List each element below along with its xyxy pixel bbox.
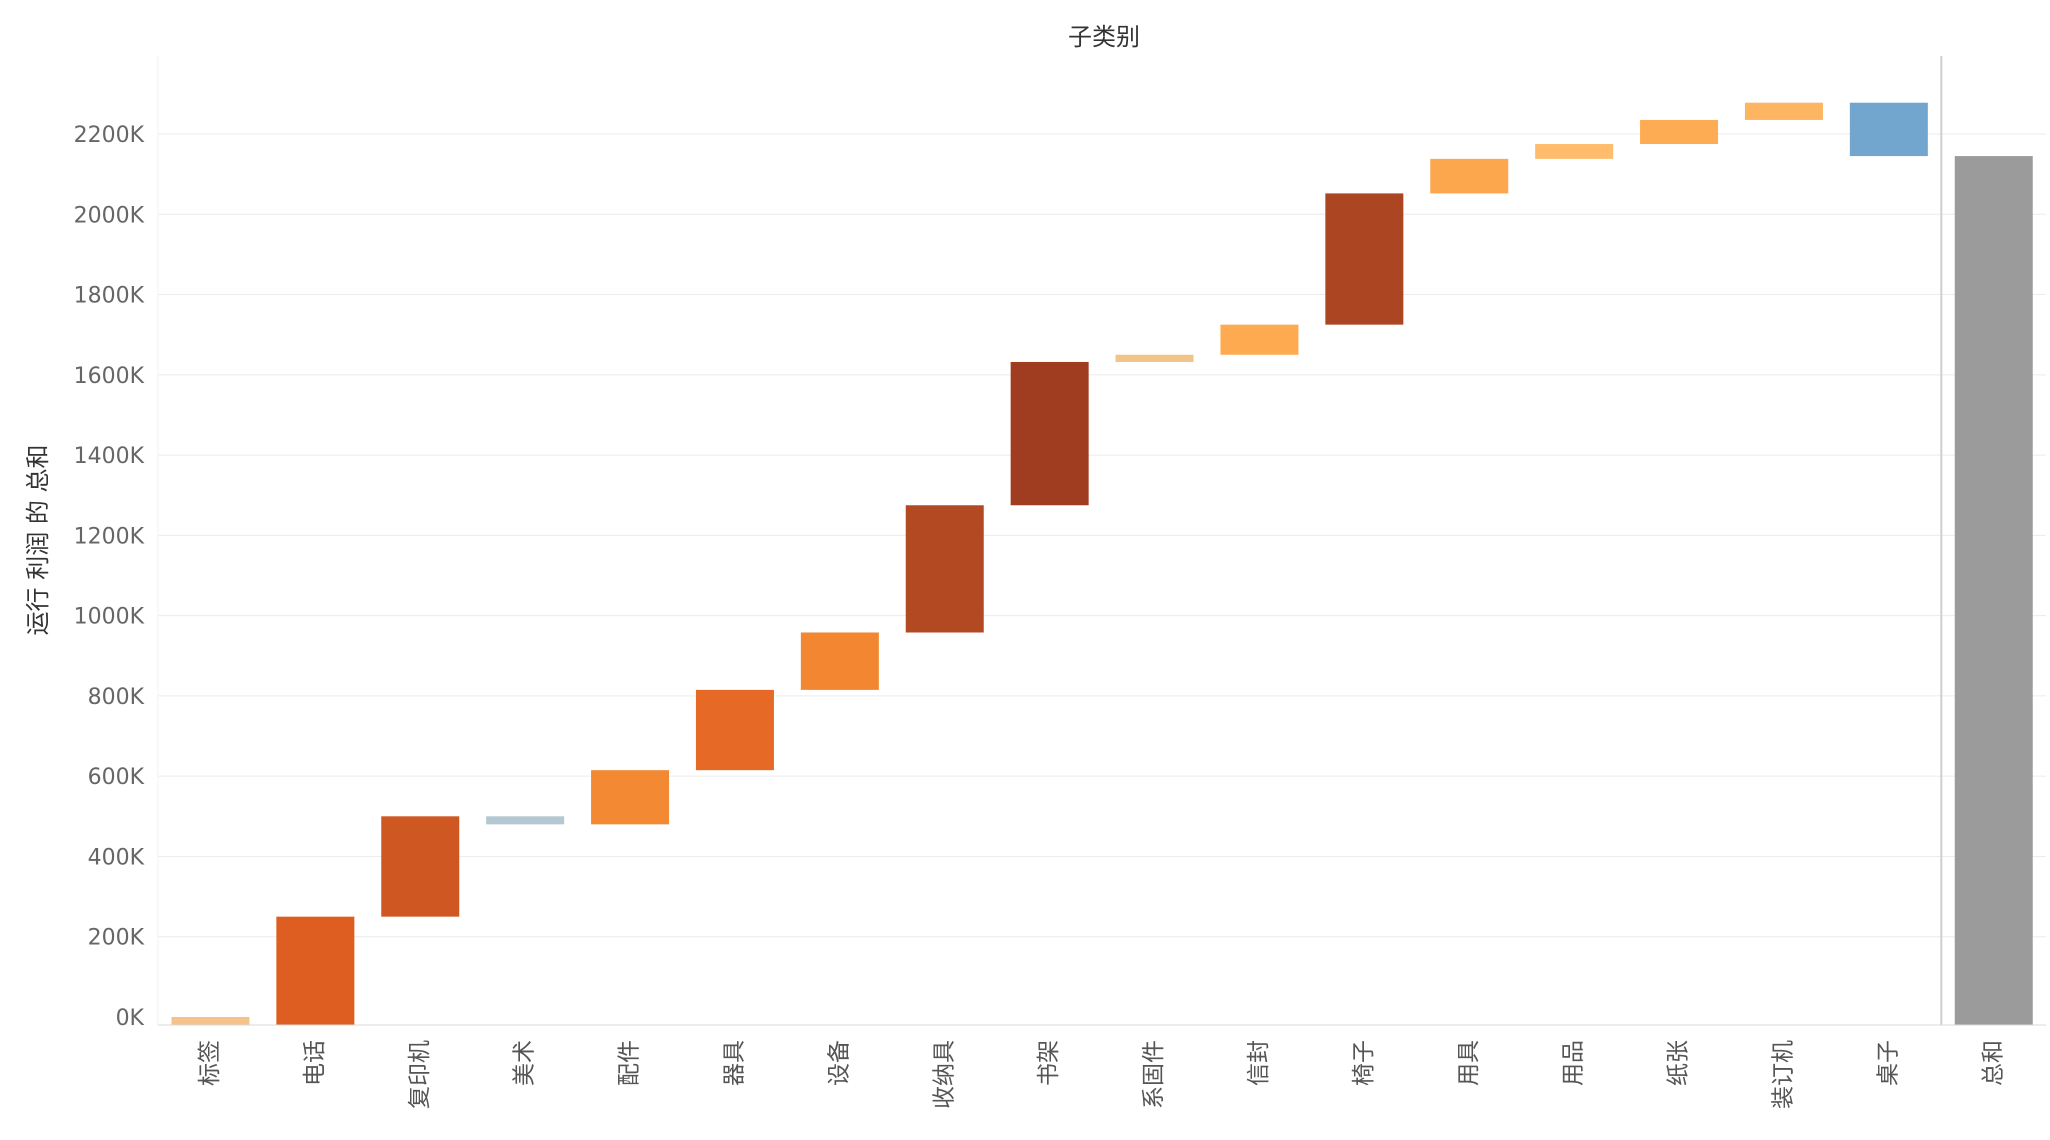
svg-text:信封: 信封 <box>1246 1040 1272 1086</box>
svg-text:电话: 电话 <box>302 1040 328 1086</box>
y-tick-label: 200K <box>88 926 145 951</box>
x-tick-label: 标签 <box>197 1040 223 1086</box>
bars <box>171 102 2033 1026</box>
grid <box>158 133 2046 938</box>
x-tick-label: 桌子 <box>1875 1040 1901 1086</box>
x-axis-labels: 标签 电话 复印机 美术 配件 器具 设备 收纳具 书架 系固件 信封 椅子 用具 用品 纸张 装订机 桌子 总和 <box>197 1040 2006 1109</box>
svg-text:系固件: 系固件 <box>1141 1040 1167 1109</box>
y-tick-label: 0K <box>116 1006 145 1031</box>
bar-step <box>905 505 984 633</box>
y-tick-label: 2200K <box>74 123 145 148</box>
bar-step <box>591 770 670 825</box>
svg-text:美术: 美术 <box>512 1040 538 1086</box>
chart-title: 子类别 <box>1068 23 1140 51</box>
x-tick-label: 收纳具 <box>931 1040 957 1109</box>
bar-step <box>695 689 774 771</box>
x-tick-label: 装订机 <box>1770 1040 1796 1109</box>
x-tick-label: 信封 <box>1246 1040 1272 1086</box>
bar-step <box>1744 102 1823 120</box>
x-tick-label: 器具 <box>721 1040 747 1086</box>
x-tick-label: 书架 <box>1036 1040 1062 1086</box>
y-tick-label: 1200K <box>74 524 145 549</box>
x-tick-label: 电话 <box>302 1040 328 1086</box>
x-tick-label: 复印机 <box>407 1040 433 1109</box>
bar-step <box>486 816 565 825</box>
svg-text:书架: 书架 <box>1036 1040 1062 1086</box>
svg-text:装订机: 装订机 <box>1770 1040 1796 1109</box>
y-tick-label: 1600K <box>74 364 145 389</box>
y-tick-label: 1800K <box>74 284 145 309</box>
y-axis-label: 运行 利润 的 总和 <box>24 445 52 636</box>
bar-step <box>381 816 460 917</box>
x-tick-label: 系固件 <box>1141 1040 1167 1109</box>
bar-step <box>1325 193 1404 325</box>
x-tick-label: 设备 <box>826 1040 852 1086</box>
bar-step <box>1535 144 1614 159</box>
svg-text:标签: 标签 <box>197 1040 223 1086</box>
bar-total <box>1954 156 2033 1025</box>
svg-text:收纳具: 收纳具 <box>931 1040 957 1109</box>
y-tick-label: 1000K <box>74 605 145 630</box>
bar-step <box>1430 158 1509 194</box>
bar-step <box>1640 119 1719 145</box>
x-tick-label: 用品 <box>1561 1040 1587 1086</box>
x-tick-label: 配件 <box>617 1040 643 1086</box>
svg-text:用具: 用具 <box>1456 1040 1482 1086</box>
bar-step <box>1220 324 1299 355</box>
bar-step <box>1010 361 1089 506</box>
y-tick-label: 800K <box>88 685 145 710</box>
bar-step <box>1849 102 1928 157</box>
x-tick-label: 椅子 <box>1351 1040 1377 1086</box>
svg-text:总和: 总和 <box>1980 1040 2006 1086</box>
bar-step <box>171 1017 250 1026</box>
svg-text:纸张: 纸张 <box>1666 1040 1692 1086</box>
bar-step <box>276 916 355 1026</box>
svg-text:桌子: 桌子 <box>1875 1040 1901 1086</box>
y-tick-label: 600K <box>88 765 145 790</box>
svg-text:配件: 配件 <box>617 1040 643 1086</box>
x-tick-label: 纸张 <box>1666 1040 1692 1086</box>
y-tick-label: 2000K <box>74 203 145 228</box>
svg-text:复印机: 复印机 <box>407 1040 433 1109</box>
svg-text:设备: 设备 <box>826 1040 852 1086</box>
x-tick-label: 总和 <box>1980 1040 2006 1086</box>
y-tick-label: 400K <box>88 845 145 870</box>
y-tick-label: 1400K <box>74 444 145 469</box>
y-axis-ticks: 0K 200K 400K 600K 800K 1000K 1200K 1400K 1600K 18… <box>74 123 145 1031</box>
svg-text:器具: 器具 <box>721 1040 747 1086</box>
bar-step <box>1115 354 1194 362</box>
svg-text:椅子: 椅子 <box>1351 1040 1377 1086</box>
bar-step <box>800 632 879 690</box>
x-tick-label: 用具 <box>1456 1040 1482 1086</box>
svg-text:用品: 用品 <box>1561 1040 1587 1086</box>
x-tick-label: 美术 <box>512 1040 538 1086</box>
